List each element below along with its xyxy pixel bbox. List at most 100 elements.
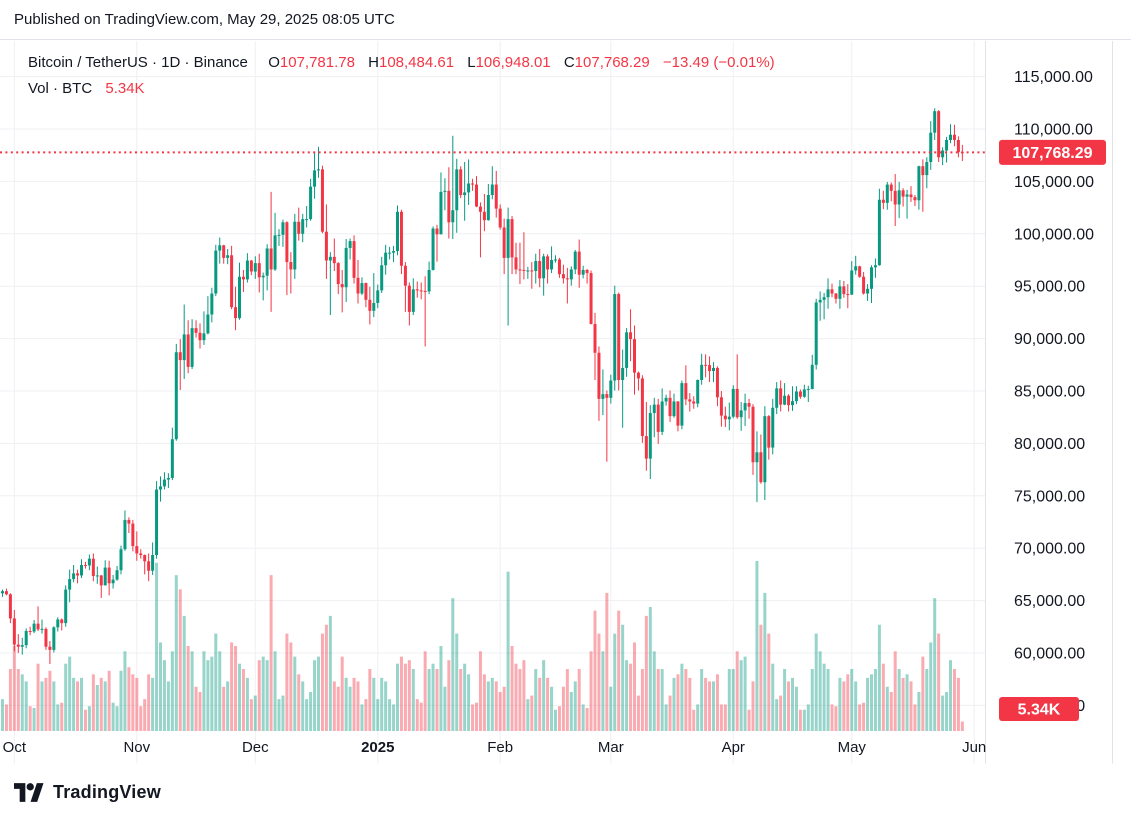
volume-bar [313,660,317,731]
volume-bar [28,706,32,731]
volume-bar [739,660,743,731]
volume-bar [52,681,56,731]
volume-bar [569,692,573,731]
candle-body [423,290,427,292]
candle-body [534,261,538,272]
candle-body [546,256,550,270]
volume-bar [147,674,151,731]
candle-body [802,389,806,397]
volume-bar [36,663,40,731]
candle-body [91,558,95,576]
volume-bar [937,633,941,731]
volume-bar [921,656,925,731]
volume-bar [870,674,873,731]
volume-label: Vol · BTC [28,80,93,97]
volume-bar [411,669,415,731]
volume-bar [392,704,396,731]
candle-body [48,646,52,650]
volume-bar [850,669,854,731]
volume-bar [226,681,230,731]
legend-separator: · [151,54,157,71]
candle-body [727,416,731,420]
volume-bar [356,681,360,731]
candle-body [210,293,214,315]
candle-body [443,190,447,192]
candle-body [692,401,696,404]
volume-badge-label: 5.34K [1018,702,1061,719]
candle-body [214,250,218,294]
volume-bar [478,651,482,731]
candle-body [249,260,253,272]
volume-bar [68,656,72,731]
tradingview-brand-link[interactable]: TradingView [14,782,161,803]
volume-bar [731,669,735,731]
volume-bar [396,663,399,731]
time-scale[interactable]: Oct Nov Dec 2025 Feb Mar Apr May Jun [3,739,987,756]
candle-body [873,265,877,268]
volume-bar [83,709,87,731]
grid-lines [0,41,985,764]
volume-bar [609,686,613,731]
volume-bar [696,704,700,731]
close-value: 107,768.29 [574,54,650,71]
candle-body [399,211,403,266]
close-label: C [563,54,575,71]
volume-bar [48,670,52,731]
volume-bar [214,633,218,731]
volume-bar [131,674,135,731]
candle-body [265,248,269,276]
volume-bar [206,660,210,731]
time-tick-label: Jun [962,739,986,756]
candle-body [629,332,633,340]
candlestick-chart[interactable]: 115,000.00 110,000.00 105,000.00 100,000.00… [0,41,1131,767]
volume-bar [712,681,715,731]
volume-bar [581,704,585,731]
volume-bar [245,677,249,731]
volume-bar [60,702,64,731]
volume-bar [554,709,557,731]
candle-body [490,184,494,196]
volume-bar [506,571,510,731]
chart-legend: Bitcoin / TetherUS · 1D · Binance O107,7… [28,52,775,100]
candle-body [601,394,605,399]
price-scale[interactable]: 115,000.00 110,000.00 105,000.00 100,000.00… [999,69,1106,721]
low-label: L [467,54,476,71]
price-tick-label: 60,000.00 [1014,646,1085,663]
candle-body [593,323,597,353]
candle-body [44,628,48,647]
candle-body [506,219,510,258]
volume-bar [534,669,538,731]
candle-body [696,379,700,404]
volume-bar [399,656,403,731]
high-value: 108,484.61 [378,54,455,71]
candle-body [818,299,822,303]
legend-separator: · [184,54,190,71]
volume-bar [498,692,502,731]
candle-body [471,183,475,185]
candle-body [1,591,4,594]
candle-body [309,186,313,220]
volume-bar [787,681,791,731]
volume-bar [12,646,16,731]
volume-bar [403,663,407,731]
volume-bar [913,704,917,731]
candle-body [170,439,174,478]
volume-bar [589,651,593,731]
volume-bar [435,669,439,731]
candle-body [407,285,411,312]
volume-bar [715,674,719,731]
volume-bar [443,686,447,731]
volume-bar [822,663,826,731]
price-tick-label: 70,000.00 [1014,541,1085,558]
volume-bar [542,660,546,731]
volume-bar [688,677,692,731]
volume-bar [727,669,731,731]
volume-bar [945,692,949,731]
volume-bar [80,677,83,731]
volume-bar [324,624,328,731]
candle-body [482,211,486,221]
chart-pane[interactable]: 115,000.00 110,000.00 105,000.00 100,000.00… [0,41,1131,767]
volume-bar [561,686,565,731]
volume-bar [285,633,289,731]
candle-body [72,573,76,580]
